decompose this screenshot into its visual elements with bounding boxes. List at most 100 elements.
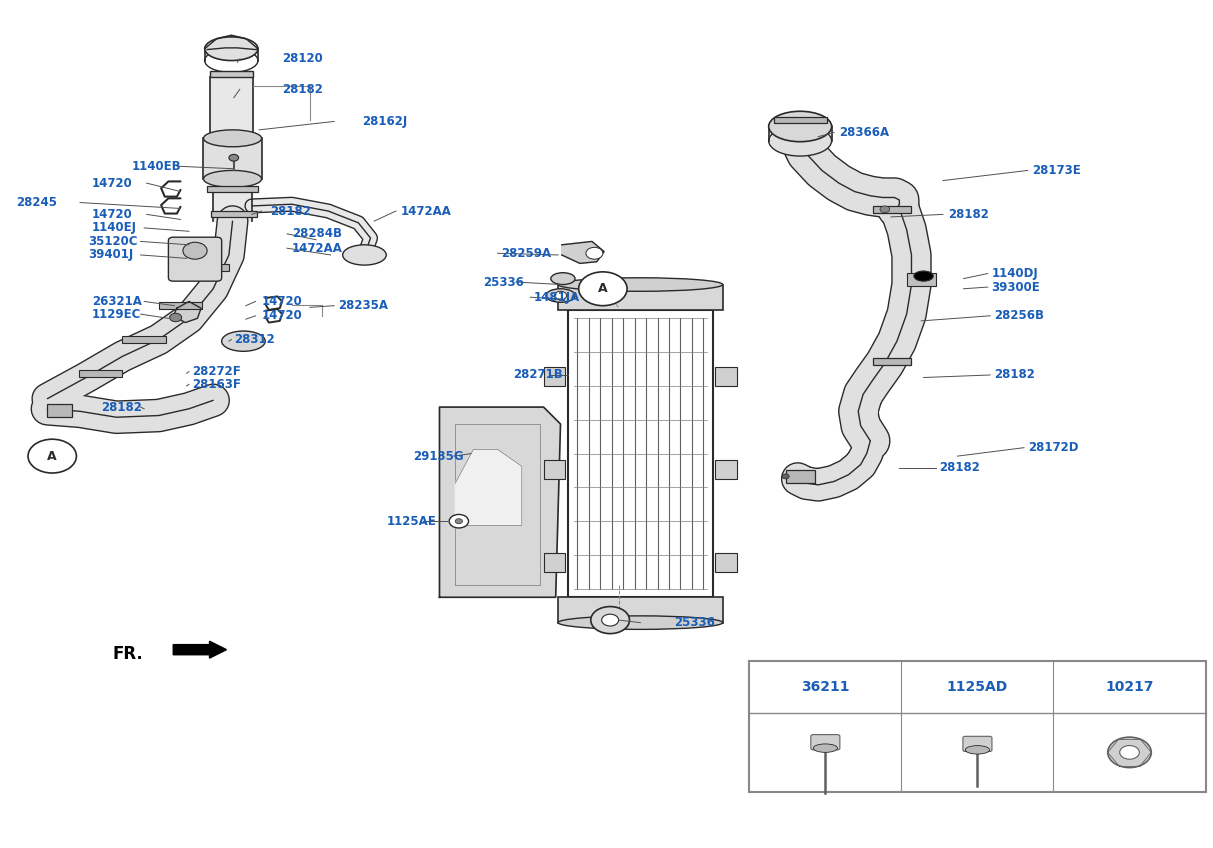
Ellipse shape [769, 126, 832, 156]
Text: 28272F: 28272F [193, 365, 241, 378]
Text: A: A [598, 282, 608, 295]
Ellipse shape [205, 37, 258, 60]
Text: 14720: 14720 [262, 310, 302, 322]
Bar [750, 661, 1206, 792]
Text: 1140DJ: 1140DJ [991, 267, 1038, 280]
Text: 10217: 10217 [1105, 680, 1154, 694]
Text: 28182: 28182 [283, 83, 323, 96]
Circle shape [1107, 737, 1151, 767]
Text: 1472AA: 1472AA [400, 204, 451, 217]
Text: 39300E: 39300E [991, 281, 1040, 293]
Text: 1472AA: 1472AA [292, 242, 343, 254]
Text: 14720: 14720 [262, 295, 302, 308]
Ellipse shape [205, 48, 258, 72]
Text: 14720: 14720 [92, 176, 133, 190]
Text: 28366A: 28366A [839, 126, 889, 139]
Bar [543, 460, 565, 479]
Ellipse shape [879, 206, 889, 213]
Text: 25336: 25336 [674, 616, 716, 629]
Text: 28271B: 28271B [513, 369, 563, 382]
FancyBboxPatch shape [169, 237, 222, 282]
Ellipse shape [551, 273, 575, 285]
Polygon shape [210, 77, 254, 141]
Bar [716, 367, 738, 386]
Circle shape [449, 515, 468, 528]
Text: 28284B: 28284B [292, 227, 342, 240]
Ellipse shape [229, 154, 239, 161]
Bar [543, 367, 565, 386]
Ellipse shape [558, 278, 723, 292]
Bar [786, 470, 815, 483]
Text: 1481JA: 1481JA [534, 291, 580, 304]
Text: 26321A: 26321A [92, 295, 142, 308]
Bar [204, 138, 262, 179]
Bar [123, 336, 166, 343]
Bar [558, 285, 723, 310]
Text: 14720: 14720 [92, 208, 133, 220]
Bar [211, 211, 257, 217]
Text: 28172D: 28172D [1027, 441, 1078, 455]
Ellipse shape [813, 744, 837, 752]
Ellipse shape [204, 170, 262, 187]
Ellipse shape [554, 292, 566, 299]
Bar [543, 553, 565, 572]
Bar [774, 117, 827, 123]
Ellipse shape [546, 289, 575, 302]
Bar [47, 404, 72, 417]
Text: 25336: 25336 [483, 276, 524, 288]
Text: 28256B: 28256B [993, 310, 1043, 322]
Text: 28182: 28182 [993, 369, 1035, 382]
Text: A: A [47, 449, 57, 463]
FancyBboxPatch shape [963, 736, 992, 751]
FancyBboxPatch shape [810, 734, 839, 750]
Text: 28162J: 28162J [361, 115, 408, 128]
Bar [568, 310, 713, 597]
Text: 29135G: 29135G [412, 449, 463, 463]
Ellipse shape [170, 313, 182, 321]
Circle shape [1120, 745, 1139, 759]
Ellipse shape [558, 616, 723, 629]
Ellipse shape [602, 614, 619, 626]
FancyArrow shape [173, 641, 227, 658]
Ellipse shape [455, 519, 462, 524]
Circle shape [28, 439, 76, 473]
Polygon shape [213, 191, 252, 221]
Ellipse shape [586, 248, 603, 259]
Text: 28259A: 28259A [501, 247, 552, 259]
Ellipse shape [913, 271, 933, 282]
Bar [716, 553, 738, 572]
Bar [872, 206, 911, 213]
Text: 1140EB: 1140EB [132, 159, 182, 173]
Text: 28182: 28182 [939, 461, 980, 474]
Polygon shape [173, 301, 201, 322]
Bar [79, 370, 123, 377]
Text: 28182: 28182 [270, 204, 311, 217]
Polygon shape [562, 242, 604, 264]
Polygon shape [455, 449, 522, 526]
Ellipse shape [204, 130, 262, 147]
Text: 28235A: 28235A [338, 299, 388, 312]
Text: 28182: 28182 [947, 208, 989, 220]
Bar [210, 70, 254, 77]
Text: 1129EC: 1129EC [92, 308, 142, 321]
Ellipse shape [342, 245, 386, 265]
Text: FR.: FR. [113, 644, 143, 663]
Ellipse shape [183, 243, 207, 259]
Bar [558, 597, 723, 622]
Text: 28120: 28120 [283, 53, 323, 65]
Bar [186, 265, 229, 271]
Text: 35120C: 35120C [89, 235, 138, 248]
Text: 28163F: 28163F [193, 377, 241, 391]
Polygon shape [205, 36, 258, 49]
Text: 28182: 28182 [101, 400, 142, 414]
Text: 28312: 28312 [234, 333, 274, 346]
Bar [872, 358, 911, 365]
Bar [207, 186, 258, 192]
Circle shape [579, 272, 627, 305]
Bar [906, 273, 935, 287]
Text: 39401J: 39401J [89, 248, 133, 261]
Text: 1140EJ: 1140EJ [92, 221, 137, 234]
Circle shape [591, 606, 630, 633]
Bar [159, 302, 203, 309]
Text: 28245: 28245 [16, 196, 57, 209]
